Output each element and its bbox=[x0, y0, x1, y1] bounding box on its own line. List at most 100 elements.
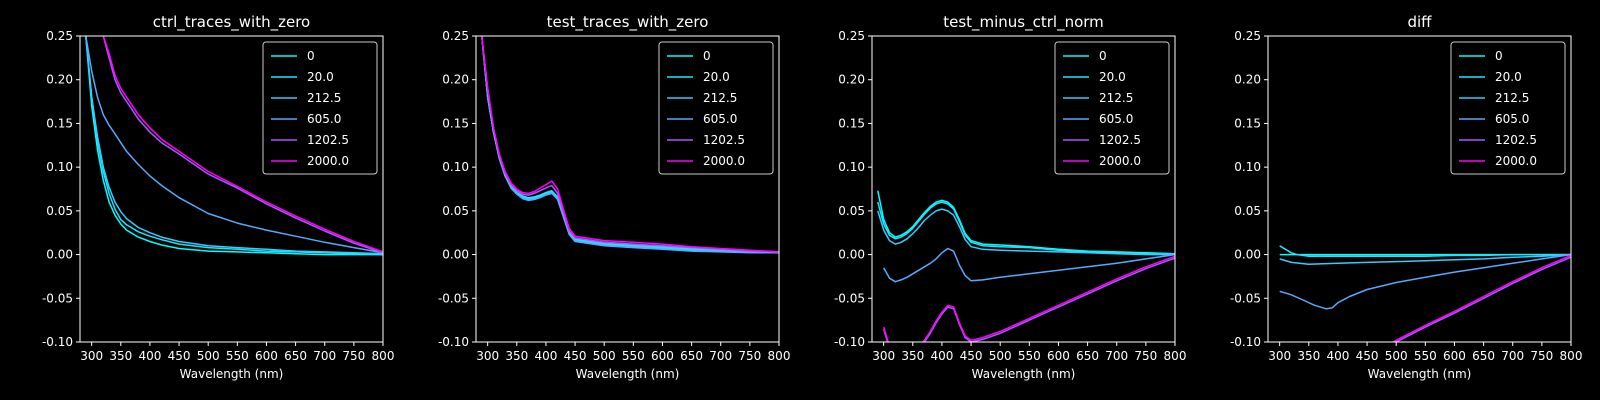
x-tick-label: 800 bbox=[1560, 349, 1583, 363]
legend-entry: 212.5 bbox=[1099, 91, 1133, 105]
x-tick-label: 500 bbox=[989, 349, 1012, 363]
legend-entry: 0 bbox=[703, 49, 711, 63]
x-tick-label: 300 bbox=[872, 349, 895, 363]
x-tick-label: 550 bbox=[622, 349, 645, 363]
x-axis-label: Wavelength (nm) bbox=[972, 367, 1076, 381]
x-tick-label: 800 bbox=[1164, 349, 1187, 363]
x-tick-label: 700 bbox=[1501, 349, 1524, 363]
y-tick-label: -0.10 bbox=[1230, 335, 1261, 349]
series-line-2 bbox=[85, 36, 383, 256]
x-tick-label: 300 bbox=[476, 349, 499, 363]
series-line-2 bbox=[877, 201, 1175, 255]
x-axis-label: Wavelength (nm) bbox=[180, 367, 284, 381]
legend-entry: 605.0 bbox=[1099, 112, 1133, 126]
series-line-4 bbox=[481, 36, 779, 254]
y-tick-label: 0.00 bbox=[442, 248, 469, 262]
legend-box bbox=[1054, 41, 1170, 175]
y-tick-label: -0.05 bbox=[42, 291, 73, 305]
y-tick-label: 0.05 bbox=[1234, 204, 1261, 218]
series-line-2 bbox=[1279, 245, 1571, 258]
x-tick-label: 400 bbox=[930, 349, 953, 363]
chart-title: test_traces_with_zero bbox=[547, 13, 709, 32]
y-tick-label: 0.10 bbox=[838, 160, 865, 174]
series-line-5 bbox=[102, 36, 383, 254]
y-tick-label: -0.10 bbox=[834, 335, 865, 349]
legend-entry: 0 bbox=[1099, 49, 1107, 63]
legend-box bbox=[658, 41, 774, 175]
y-tick-label: 0.25 bbox=[46, 29, 73, 43]
x-tick-label: 600 bbox=[255, 349, 278, 363]
legend-entry: 212.5 bbox=[307, 91, 341, 105]
legend-entry: 0 bbox=[1495, 49, 1503, 63]
y-tick-label: 0.15 bbox=[46, 116, 73, 130]
series-line-4 bbox=[85, 36, 383, 254]
series-line-6 bbox=[102, 36, 383, 253]
series-line-4 bbox=[883, 247, 1175, 283]
chart-title: test_minus_ctrl_norm bbox=[943, 13, 1104, 32]
x-axis-label: Wavelength (nm) bbox=[1368, 367, 1472, 381]
legend-entry: 0 bbox=[307, 49, 315, 63]
legend-entry: 20.0 bbox=[1099, 70, 1126, 84]
x-tick-label: 400 bbox=[534, 349, 557, 363]
x-tick-label: 600 bbox=[651, 349, 674, 363]
y-tick-label: 0.05 bbox=[46, 204, 73, 218]
x-tick-label: 750 bbox=[342, 349, 365, 363]
plot-frame bbox=[475, 35, 780, 343]
y-tick-label: 0.10 bbox=[1234, 160, 1261, 174]
y-tick-label: -0.05 bbox=[1230, 291, 1261, 305]
legend: 0 20.0 212.5 605.0 1202.5 2000.0 bbox=[262, 41, 378, 175]
plot-frame bbox=[79, 35, 384, 343]
y-tick-label: 0.00 bbox=[838, 248, 865, 262]
legend-entry: 1202.5 bbox=[1495, 133, 1537, 147]
chart-title: ctrl_traces_with_zero bbox=[153, 13, 310, 32]
chart-panel-4: diff Wavelength (nm) 300 350 400 450 500 550 600… bbox=[1230, 13, 1583, 381]
y-tick-label: 0.15 bbox=[1234, 116, 1261, 130]
x-tick-label: 350 bbox=[109, 349, 132, 363]
legend-entry: 20.0 bbox=[703, 70, 730, 84]
x-tick-label: 750 bbox=[738, 349, 761, 363]
x-tick-label: 450 bbox=[564, 349, 587, 363]
x-tick-label: 450 bbox=[960, 349, 983, 363]
x-tick-label: 300 bbox=[1268, 349, 1291, 363]
x-tick-label: 650 bbox=[284, 349, 307, 363]
legend-entry: 605.0 bbox=[1495, 112, 1529, 126]
y-tick-label: 0.25 bbox=[1234, 29, 1261, 43]
x-tick-label: 700 bbox=[1105, 349, 1128, 363]
x-tick-label: 550 bbox=[1414, 349, 1437, 363]
x-tick-label: 350 bbox=[1297, 349, 1320, 363]
series-line-3 bbox=[85, 36, 383, 255]
y-tick-label: 0.20 bbox=[838, 73, 865, 87]
y-tick-label: 0.00 bbox=[46, 248, 73, 262]
legend-entry: 2000.0 bbox=[307, 154, 349, 168]
series-line-1 bbox=[85, 36, 383, 256]
y-tick-label: 0.00 bbox=[1234, 248, 1261, 262]
y-tick-label: 0.15 bbox=[442, 116, 469, 130]
legend-entry: 2000.0 bbox=[703, 154, 745, 168]
y-tick-label: 0.20 bbox=[46, 73, 73, 87]
x-tick-label: 750 bbox=[1530, 349, 1553, 363]
y-tick-label: 0.20 bbox=[442, 73, 469, 87]
x-tick-label: 450 bbox=[168, 349, 191, 363]
series-line-5 bbox=[1394, 256, 1571, 342]
y-tick-label: 0.05 bbox=[442, 204, 469, 218]
legend-entry: 2000.0 bbox=[1099, 154, 1141, 168]
series-line-6 bbox=[882, 255, 1175, 342]
x-tick-label: 650 bbox=[1472, 349, 1495, 363]
x-tick-label: 500 bbox=[593, 349, 616, 363]
x-tick-label: 700 bbox=[709, 349, 732, 363]
legend-entry: 20.0 bbox=[1495, 70, 1522, 84]
series-line-5 bbox=[882, 257, 1175, 342]
y-tick-label: 0.20 bbox=[1234, 73, 1261, 87]
series-line-1 bbox=[877, 190, 1175, 255]
x-tick-label: 600 bbox=[1047, 349, 1070, 363]
x-tick-label: 400 bbox=[138, 349, 161, 363]
x-tick-label: 500 bbox=[197, 349, 220, 363]
series-line-3 bbox=[1279, 253, 1571, 265]
legend: 0 20.0 212.5 605.0 1202.5 2000.0 bbox=[1054, 41, 1170, 175]
series-line-6 bbox=[1391, 254, 1571, 342]
chart-panel-2: test_traces_with_zero Wavelength (nm) 300 3… bbox=[438, 13, 791, 381]
chart-title: diff bbox=[1407, 13, 1432, 31]
legend-entry: 212.5 bbox=[703, 91, 737, 105]
legend-entry: 2000.0 bbox=[1495, 154, 1537, 168]
